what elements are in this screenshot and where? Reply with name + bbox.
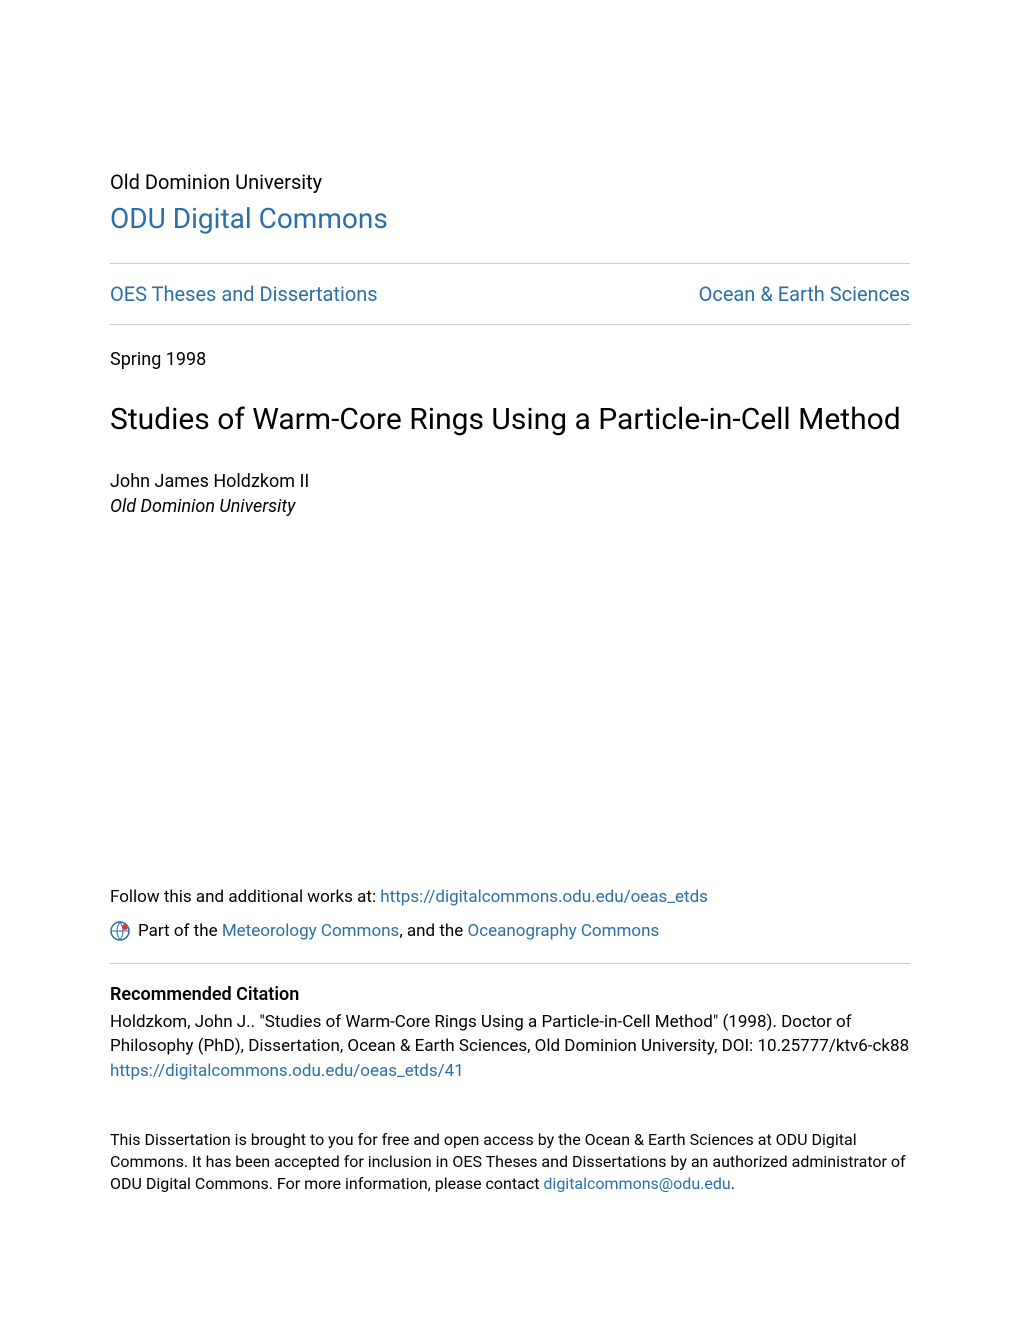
citation-heading: Recommended Citation [110, 984, 910, 1005]
commons-link-2[interactable]: Oceanography Commons [468, 921, 660, 941]
collection-url-link[interactable]: https://digitalcommons.odu.edu/oeas_etds [380, 887, 708, 907]
access-statement: This Dissertation is brought to you for … [110, 1129, 910, 1196]
part-of-prefix: Part of the [138, 921, 222, 941]
contact-email-link[interactable]: digitalcommons@odu.edu [543, 1174, 730, 1193]
document-page: Old Dominion University ODU Digital Comm… [0, 0, 1020, 1256]
repository-link[interactable]: ODU Digital Commons [110, 202, 910, 235]
separator-text: , and the [399, 921, 467, 941]
publication-date: Spring 1998 [110, 349, 910, 370]
author-name: John James Holdzkom II [110, 471, 910, 492]
statement-prefix: This Dissertation is brought to you for … [110, 1130, 906, 1194]
divider [110, 324, 910, 325]
spacer [110, 517, 910, 887]
follow-prefix: Follow this and additional works at: [110, 887, 380, 907]
network-row: Part of the Meteorology Commons, and the… [110, 921, 910, 941]
follow-works-text: Follow this and additional works at: htt… [110, 887, 910, 907]
citation-url-link[interactable]: https://digitalcommons.odu.edu/oeas_etds… [110, 1061, 910, 1081]
institution-name: Old Dominion University [110, 170, 910, 194]
network-icon [110, 921, 130, 941]
commons-link-1[interactable]: Meteorology Commons [222, 921, 400, 941]
series-link[interactable]: OES Theses and Dissertations [110, 282, 378, 306]
citation-text: Holdzkom, John J.. "Studies of Warm-Core… [110, 1011, 910, 1059]
collection-row: OES Theses and Dissertations Ocean & Ear… [110, 264, 910, 324]
statement-suffix: . [731, 1174, 735, 1193]
part-of-text: Part of the Meteorology Commons, and the… [138, 921, 659, 941]
document-title: Studies of Warm-Core Rings Using a Parti… [110, 402, 910, 437]
author-affiliation: Old Dominion University [110, 496, 910, 517]
divider [110, 963, 910, 964]
department-link[interactable]: Ocean & Earth Sciences [699, 282, 910, 306]
